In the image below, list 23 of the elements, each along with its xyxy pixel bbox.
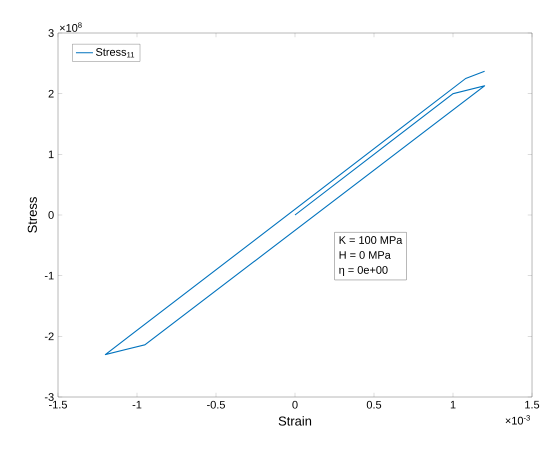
y-tick-label: 2 bbox=[48, 90, 54, 98]
text: ×10$^{8}$ bbox=[60, 22, 82, 32]
x-tick-label: 1.5 bbox=[525, 400, 540, 408]
y-axis-title: Stress bbox=[28, 197, 37, 233]
x-tick-label: -1 bbox=[132, 400, 142, 408]
y-tick-label: 1 bbox=[48, 150, 54, 158]
annotation: H = 0 MPa bbox=[340, 251, 391, 259]
line-series bbox=[104, 70, 486, 356]
x-tick-label: -0.5 bbox=[207, 400, 225, 409]
y-tick-label: -2 bbox=[44, 332, 54, 340]
y-tick-label: 3 bbox=[48, 29, 54, 37]
y-tick-label: 0 bbox=[48, 211, 54, 219]
legend-label: Stress$_{11}$ bbox=[96, 48, 134, 58]
annotation: η = 0e+00 bbox=[339, 266, 388, 276]
text: ×10$^{-3}$ bbox=[506, 415, 530, 425]
y-tick-label: -3 bbox=[44, 393, 54, 401]
annotation: K = 100 MPa bbox=[340, 236, 402, 244]
x-tick-label: 0 bbox=[292, 400, 298, 409]
y-tick-label: -1 bbox=[44, 272, 54, 280]
x-tick-label: 0.5 bbox=[366, 400, 382, 409]
x-tick-label: 1 bbox=[450, 400, 456, 408]
x-axis-title: Strain bbox=[278, 416, 312, 426]
x-tick-label: -1.5 bbox=[49, 400, 67, 408]
